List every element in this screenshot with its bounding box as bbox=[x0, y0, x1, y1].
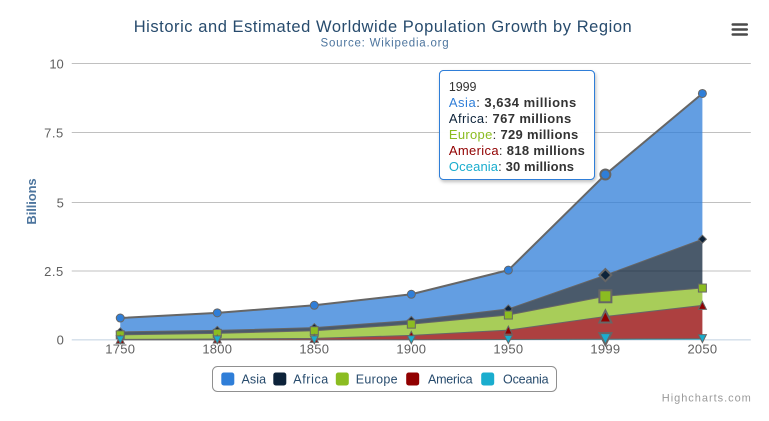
svg-text:10: 10 bbox=[49, 56, 63, 71]
svg-text:0: 0 bbox=[57, 333, 64, 348]
svg-text:1900: 1900 bbox=[396, 341, 426, 356]
svg-text:Billions: Billions bbox=[24, 178, 39, 224]
svg-text:1999: 1999 bbox=[449, 80, 477, 94]
svg-text:5: 5 bbox=[57, 195, 64, 210]
svg-text:Source: Wikipedia.org: Source: Wikipedia.org bbox=[321, 38, 450, 50]
svg-text:Africa: Africa bbox=[293, 373, 329, 387]
svg-text:2.5: 2.5 bbox=[44, 264, 64, 279]
svg-text:America: America bbox=[428, 373, 473, 387]
svg-text:Asia: 3,634 millions: Asia: 3,634 millions bbox=[449, 95, 577, 110]
svg-text:Highcharts.com: Highcharts.com bbox=[662, 393, 752, 405]
svg-text:Historic and Estimated Worldwi: Historic and Estimated Worldwide Populat… bbox=[134, 18, 633, 36]
svg-text:America: 818 millions: America: 818 millions bbox=[449, 143, 585, 158]
svg-text:Africa: 767 millions: Africa: 767 millions bbox=[449, 111, 572, 126]
svg-text:Asia: Asia bbox=[242, 373, 267, 387]
svg-text:1850: 1850 bbox=[299, 341, 329, 356]
svg-text:Oceania: 30 millions: Oceania: 30 millions bbox=[449, 159, 574, 174]
svg-text:1950: 1950 bbox=[493, 341, 523, 356]
svg-text:Europe: Europe bbox=[356, 373, 398, 387]
svg-text:Oceania: Oceania bbox=[503, 373, 549, 387]
svg-text:1999: 1999 bbox=[590, 341, 620, 356]
svg-text:7.5: 7.5 bbox=[44, 125, 64, 140]
svg-text:1800: 1800 bbox=[202, 341, 232, 356]
svg-text:2050: 2050 bbox=[687, 341, 717, 356]
svg-text:1750: 1750 bbox=[105, 341, 135, 356]
svg-text:Europe: 729 millions: Europe: 729 millions bbox=[449, 127, 579, 142]
